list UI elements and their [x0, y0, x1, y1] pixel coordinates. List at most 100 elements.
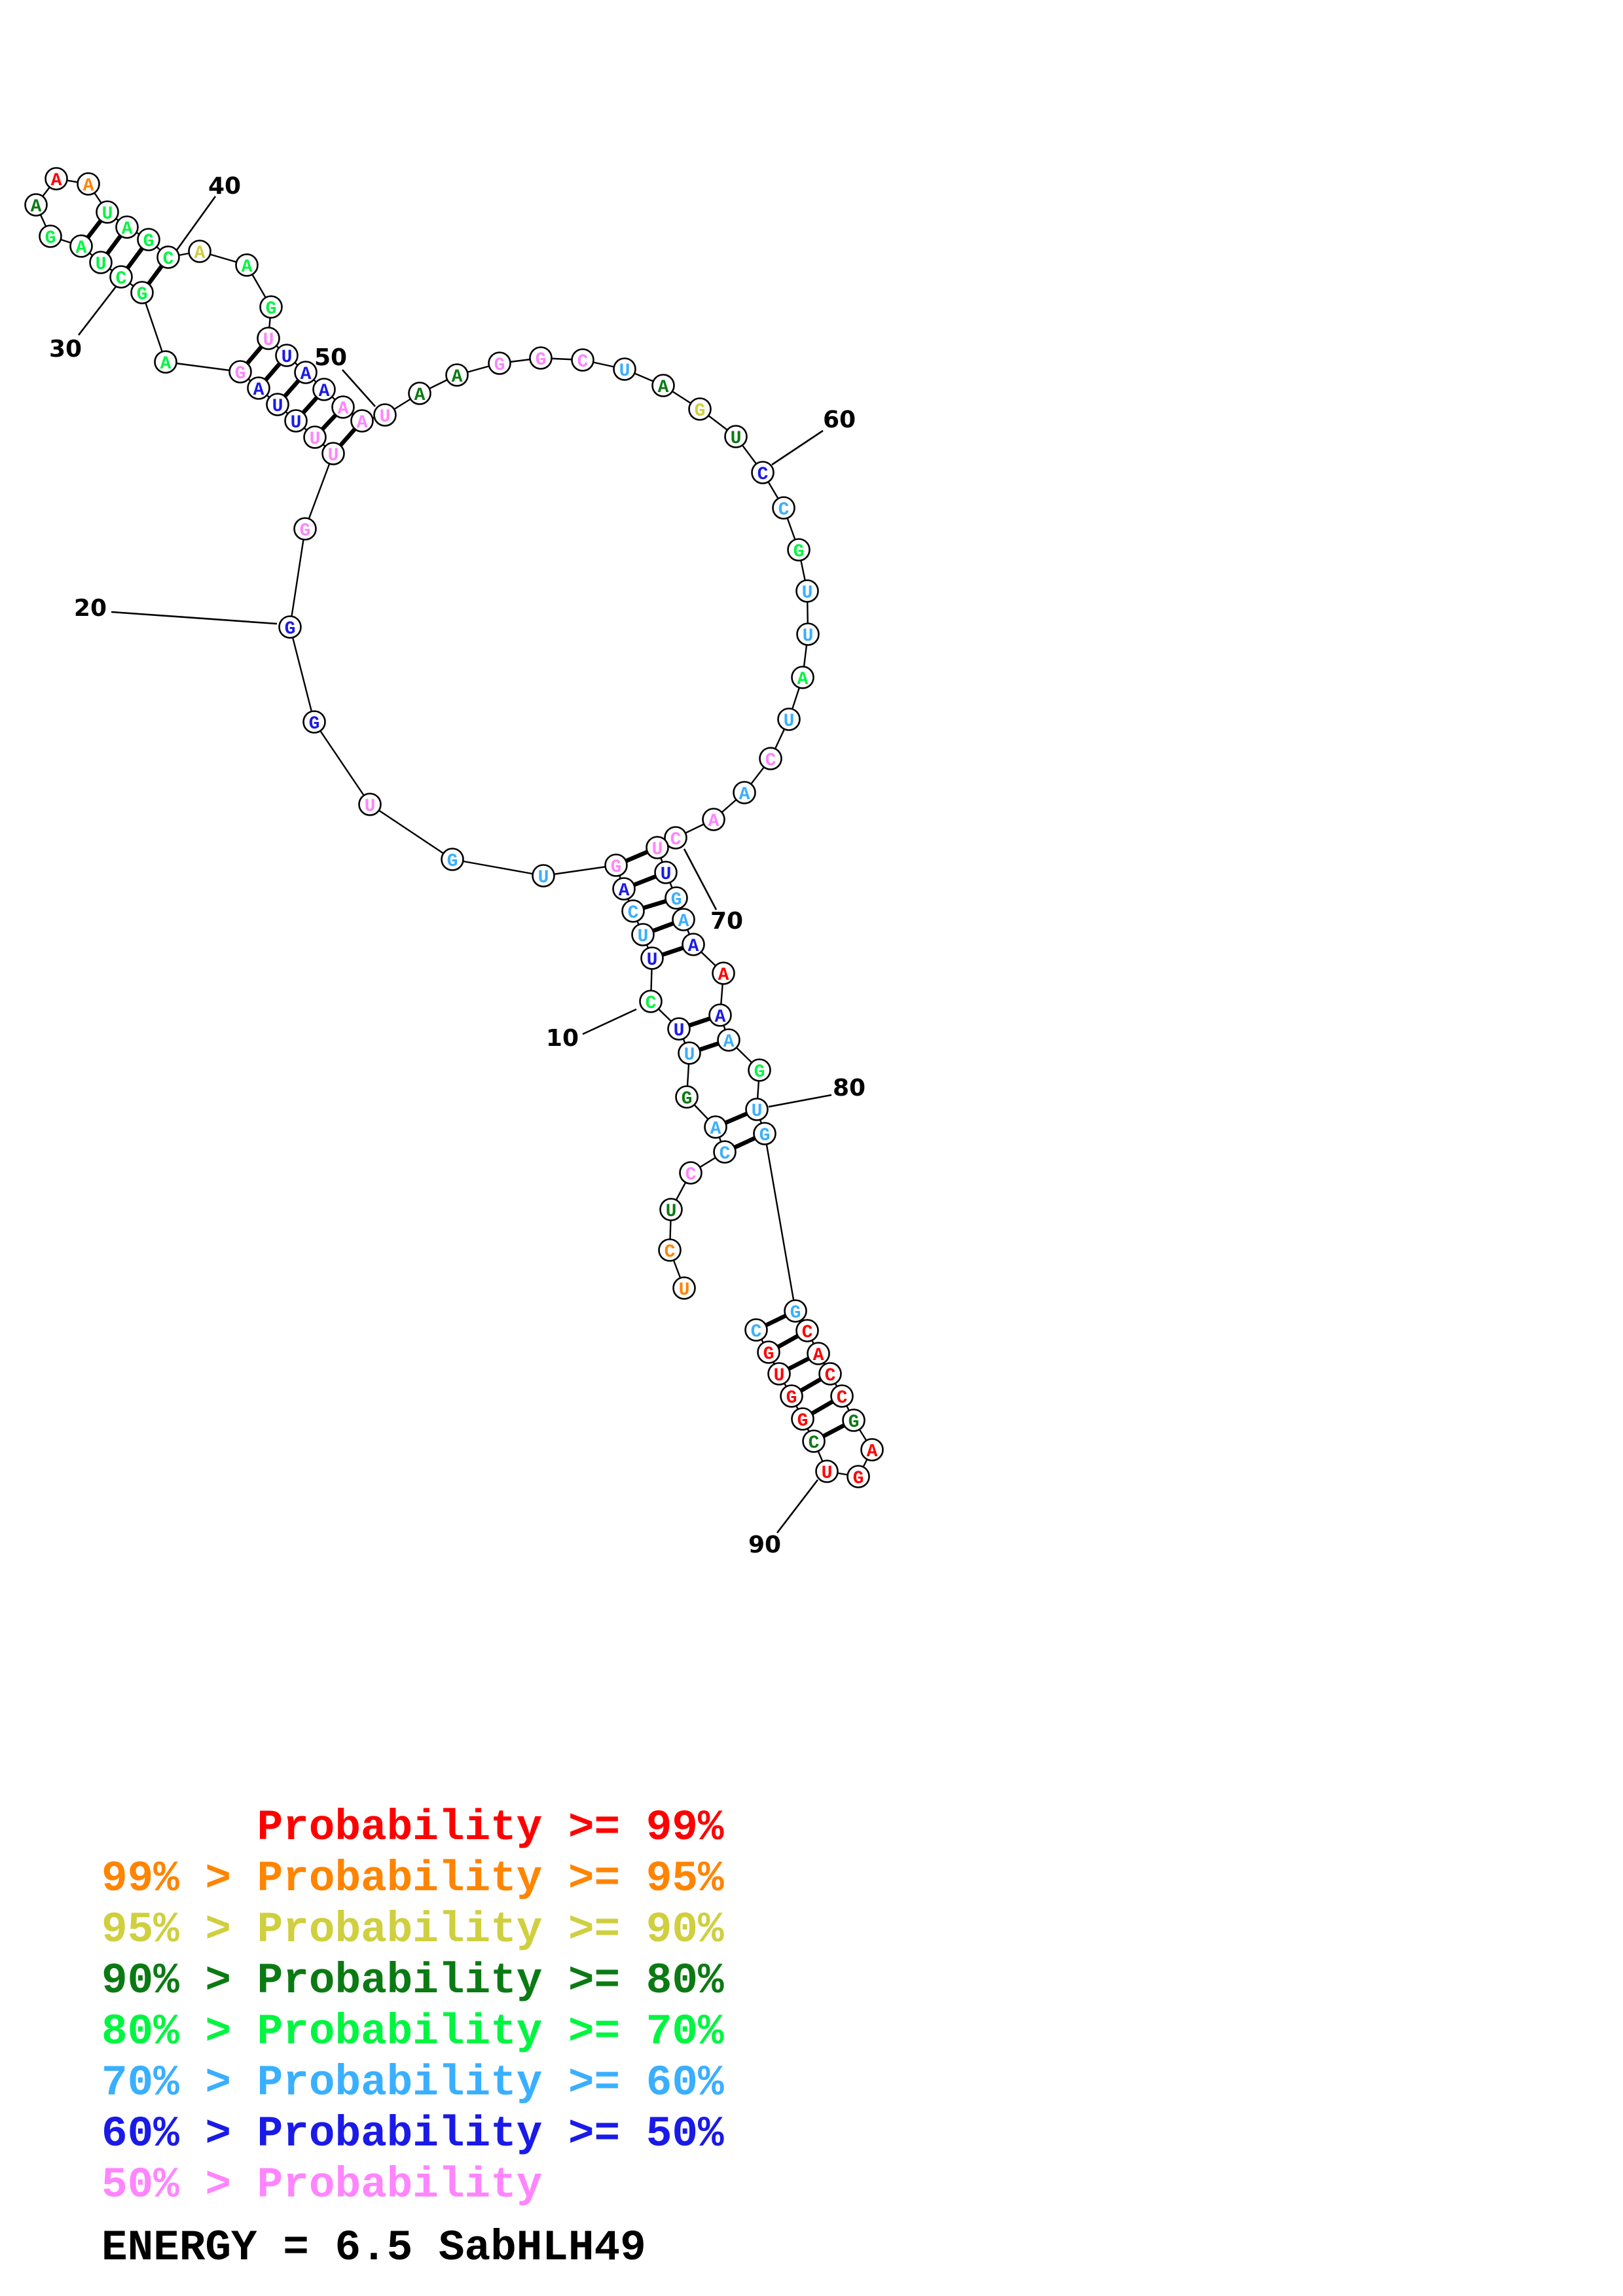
nucleotide-base: G	[671, 890, 682, 910]
nucleotide-base: U	[282, 348, 293, 368]
nucleotide-circle	[702, 808, 725, 831]
nucleotide-base: A	[242, 257, 253, 278]
nucleotide-circle	[665, 886, 688, 910]
position-leader-line	[582, 1008, 637, 1035]
legend-line-8: 50% > Probability	[101, 2161, 542, 2210]
nucleotide-base: G	[848, 1412, 860, 1433]
nucleotide-base: G	[786, 1388, 797, 1408]
nucleotide-circle	[744, 1318, 768, 1342]
nucleotide-base: A	[122, 219, 133, 240]
nucleotide-circle	[658, 1238, 682, 1262]
nucleotide-circle	[77, 172, 100, 196]
nucleotide-base: A	[867, 1442, 878, 1462]
nucleotide-base: U	[96, 255, 107, 275]
nucleotide-circle	[604, 853, 628, 877]
nucleotide-circle	[284, 409, 308, 433]
nucleotide-circle	[257, 327, 280, 350]
nucleotide-base: U	[310, 429, 321, 450]
nucleotide-base: G	[45, 228, 56, 249]
nucleotide-circle	[675, 1085, 699, 1109]
nucleotide-circle	[672, 1276, 696, 1300]
nucleotide-circle	[667, 1017, 691, 1041]
nucleotide-circle	[115, 215, 139, 239]
nucleotide-base: G	[754, 1062, 765, 1083]
nucleotide-circle	[712, 961, 735, 985]
nucleotide-base: A	[301, 365, 312, 385]
nucleotide-circle	[724, 425, 748, 448]
nucleotide-circle	[571, 348, 594, 372]
nucleotide-base: G	[682, 1089, 693, 1109]
nucleotide-circle	[350, 409, 374, 433]
position-leader-line	[776, 1479, 819, 1534]
nucleotide-base: G	[790, 1303, 801, 1323]
nucleotide-base: U	[380, 407, 391, 427]
nucleotide-base: G	[309, 714, 320, 734]
position-label: 90	[748, 1532, 781, 1558]
nucleotide-circle	[488, 351, 511, 375]
nucleotide-circle	[39, 224, 62, 248]
backbone-bond	[289, 626, 316, 723]
nucleotide-base: C	[720, 1144, 731, 1164]
nucleotide-circle	[664, 826, 687, 850]
legend-line-2: 99% > Probability >= 95%	[101, 1854, 724, 1903]
nucleotide-base: A	[710, 1119, 721, 1139]
nucleotide-circle	[259, 295, 283, 319]
nucleotide-circle	[373, 403, 397, 427]
nucleotide-circle	[842, 1408, 866, 1432]
nucleotide-circle	[247, 376, 270, 400]
nucleotide-circle	[24, 193, 48, 217]
nucleotide-circle	[787, 538, 811, 562]
nucleotide-base: C	[778, 500, 790, 520]
nucleotide-base: U	[272, 397, 283, 417]
nucleotide-circle	[228, 360, 252, 384]
nucleotide-circle	[640, 946, 664, 970]
backbone-bond	[452, 858, 544, 877]
nucleotide-base: C	[837, 1388, 848, 1408]
nucleotide-base: G	[695, 401, 706, 422]
nucleotide-base: A	[708, 812, 720, 832]
nucleotide-circle	[613, 357, 636, 381]
backbone-bond	[763, 1133, 797, 1312]
nucleotide-base: U	[638, 927, 649, 947]
position-label: 60	[823, 406, 856, 433]
nucleotide-base: C	[670, 830, 682, 850]
nucleotide-base: A	[83, 176, 94, 196]
nucleotide-circle	[791, 1407, 814, 1431]
nucleotide-circle	[795, 579, 819, 603]
nucleotide-circle	[830, 1384, 854, 1408]
nucleotide-base: G	[536, 350, 547, 370]
nucleotide-base: C	[809, 1433, 820, 1454]
nucleotide-circle	[713, 1140, 737, 1164]
nucleotide-base: G	[266, 299, 277, 319]
legend-line-5: 80% > Probability >= 70%	[101, 2007, 724, 2056]
nucleotide-circle	[275, 344, 299, 367]
nucleotide-circle	[278, 615, 302, 639]
nucleotide-base: C	[757, 465, 769, 485]
nucleotide-base: U	[365, 797, 376, 817]
nucleotide-circle	[748, 1058, 771, 1082]
nucleotide-base: G	[793, 542, 805, 562]
nucleotide-circle	[266, 393, 289, 416]
backbone-bond	[369, 804, 453, 860]
nucleotide-base: U	[538, 868, 549, 888]
position-label: 30	[49, 336, 82, 363]
nucleotide-base: A	[51, 171, 62, 191]
energy-label: ENERGY = 6.5 SabHLH49	[101, 2223, 646, 2272]
nucleotide-base: C	[765, 751, 776, 771]
nucleotide-circle	[303, 425, 327, 449]
nucleotide-base: A	[452, 367, 463, 387]
backbone-bond	[304, 453, 335, 529]
nucleotide-base: A	[739, 785, 750, 805]
position-label: 50	[314, 344, 347, 371]
nucleotide-circle	[704, 1115, 727, 1139]
nucleotide-circle	[529, 346, 553, 370]
nucleotide-circle	[188, 240, 211, 263]
nucleotide-circle	[358, 793, 382, 816]
backbone-bond	[165, 361, 241, 373]
nucleotide-base: U	[102, 204, 113, 224]
nucleotide-circle	[235, 253, 259, 277]
nucleotide-base: C	[802, 1323, 813, 1343]
nucleotide-circle	[777, 708, 801, 731]
